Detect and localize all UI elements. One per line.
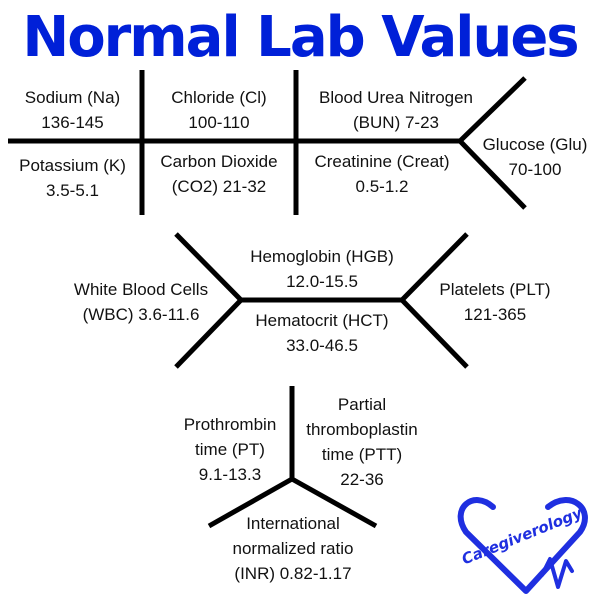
pt-range: 9.1-13.3: [198, 465, 262, 484]
pt-label: Prothrombin time (PT) 9.1-13.3: [170, 412, 290, 487]
hct-name: Hematocrit (HCT): [255, 311, 389, 330]
wbc-label: White Blood Cells (WBC) 3.6-11.6: [55, 277, 227, 327]
chloride-label: Chloride (Cl) 100-110: [145, 85, 293, 135]
brand-logo: Caregiverology: [448, 487, 598, 597]
wbc-name: White Blood Cells: [73, 280, 209, 299]
potassium-label: Potassium (K) 3.5-5.1: [0, 153, 145, 203]
coag-right-leg: [290, 476, 378, 529]
inr-line1: International: [246, 514, 340, 533]
glucose-range: 70-100: [508, 160, 562, 179]
inr-line2: normalized ratio: [232, 539, 354, 558]
sodium-label: Sodium (Na) 136-145: [0, 85, 145, 135]
potassium-range: 3.5-5.1: [46, 181, 99, 200]
ptt-line1: Partial: [337, 395, 387, 414]
cbc-left-up: [174, 232, 243, 302]
hct-range: 33.0-46.5: [286, 336, 358, 355]
chloride-name: Chloride (Cl): [171, 88, 267, 107]
creatinine-name: Creatinine (Creat): [314, 152, 450, 171]
wbc-range: (WBC) 3.6-11.6: [82, 305, 200, 324]
plt-name: Platelets (PLT): [439, 280, 551, 299]
ptt-line3: time (PTT): [321, 445, 403, 464]
hgb-name: Hemoglobin (HGB): [250, 247, 394, 266]
bun-name: Blood Urea Nitrogen: [318, 88, 474, 107]
ptt-label: Partial thromboplastin time (PTT) 22-36: [290, 392, 434, 492]
cbc-right-up: [400, 232, 469, 302]
bmp-diag-down: [458, 139, 527, 210]
inr-label: International normalized ratio (INR) 0.8…: [198, 511, 388, 586]
bun-label: Blood Urea Nitrogen (BUN) 7-23: [298, 85, 494, 135]
hgb-label: Hemoglobin (HGB) 12.0-15.5: [222, 244, 422, 294]
coag-left-leg: [207, 476, 294, 529]
glucose-label: Glucose (Glu) 70-100: [470, 132, 600, 182]
inr-range: (INR) 0.82-1.17: [234, 564, 352, 583]
creatinine-range: 0.5-1.2: [355, 177, 409, 196]
cbc-left-down: [174, 298, 243, 369]
creatinine-label: Creatinine (Creat) 0.5-1.2: [298, 149, 466, 199]
plt-label: Platelets (PLT) 121-365: [420, 277, 570, 327]
pt-line1: Prothrombin: [183, 415, 277, 434]
potassium-name: Potassium (K): [19, 156, 126, 175]
pt-line2: time (PT): [195, 440, 265, 459]
plt-range: 121-365: [463, 305, 527, 324]
bmp-diag-up: [458, 76, 527, 143]
sodium-name: Sodium (Na): [24, 88, 121, 107]
co2-range: (CO2) 21-32: [171, 177, 267, 196]
chloride-range: 100-110: [188, 113, 250, 132]
glucose-name: Glucose (Glu): [482, 135, 588, 154]
hct-label: Hematocrit (HCT) 33.0-46.5: [222, 308, 422, 358]
cbc-right-down: [400, 298, 469, 369]
ptt-line2: thromboplastin: [306, 420, 418, 439]
co2-name: Carbon Dioxide: [160, 152, 278, 171]
ptt-range: 22-36: [340, 470, 384, 489]
co2-label: Carbon Dioxide (CO2) 21-32: [145, 149, 293, 199]
sodium-range: 136-145: [41, 113, 104, 132]
page-title: Normal Lab Values: [22, 5, 579, 70]
heart-pulse-icon: [457, 497, 588, 594]
bun-range: (BUN) 7-23: [353, 113, 439, 132]
hgb-range: 12.0-15.5: [286, 272, 358, 291]
